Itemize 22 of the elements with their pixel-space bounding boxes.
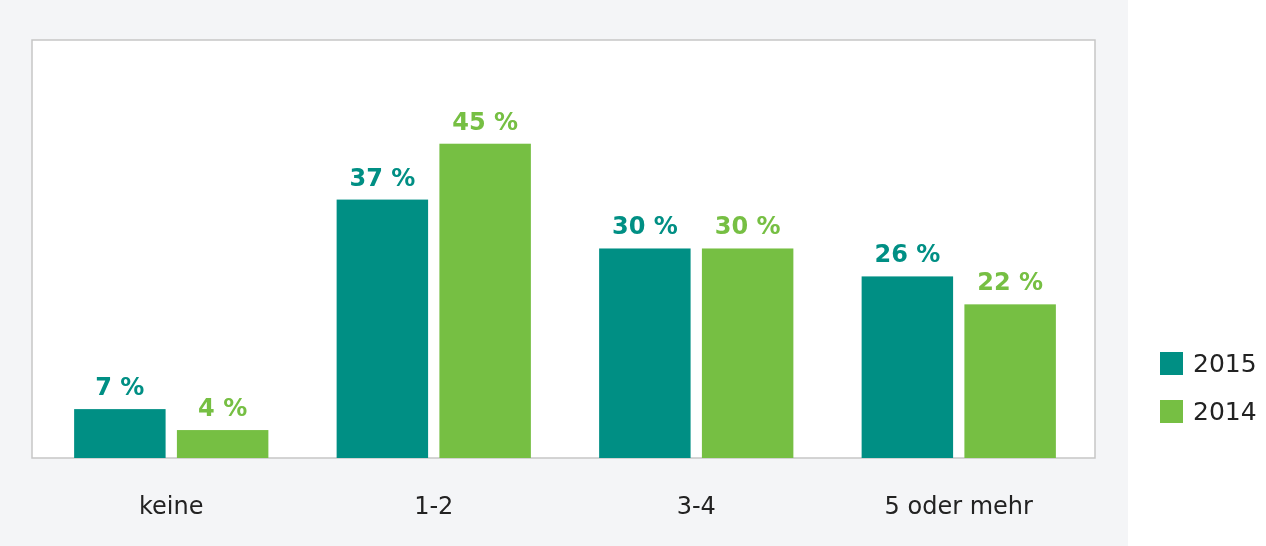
x-tick-label: keine: [139, 492, 204, 520]
data-label: 7 %: [95, 373, 145, 402]
x-tick-label: 5 oder mehr: [884, 492, 1034, 520]
x-tick-label: 1-2: [414, 492, 454, 520]
data-label: 30 %: [611, 212, 678, 241]
data-label: 37 %: [349, 163, 416, 192]
bar: [336, 199, 429, 458]
data-label: 4 %: [198, 394, 248, 423]
bar: [74, 409, 166, 458]
bar: [599, 248, 691, 458]
bar: [701, 248, 794, 458]
data-label: 45 %: [452, 107, 519, 136]
bar: [861, 276, 954, 458]
legend-label: 2014: [1193, 397, 1257, 426]
bar: [176, 430, 269, 458]
bar: [439, 143, 531, 458]
bar: [964, 304, 1056, 458]
data-label: 30 %: [714, 212, 781, 241]
legend-label: 2015: [1193, 349, 1257, 378]
x-tick-label: 3-4: [676, 492, 716, 520]
data-label: 22 %: [977, 268, 1044, 297]
data-label: 26 %: [874, 240, 941, 269]
